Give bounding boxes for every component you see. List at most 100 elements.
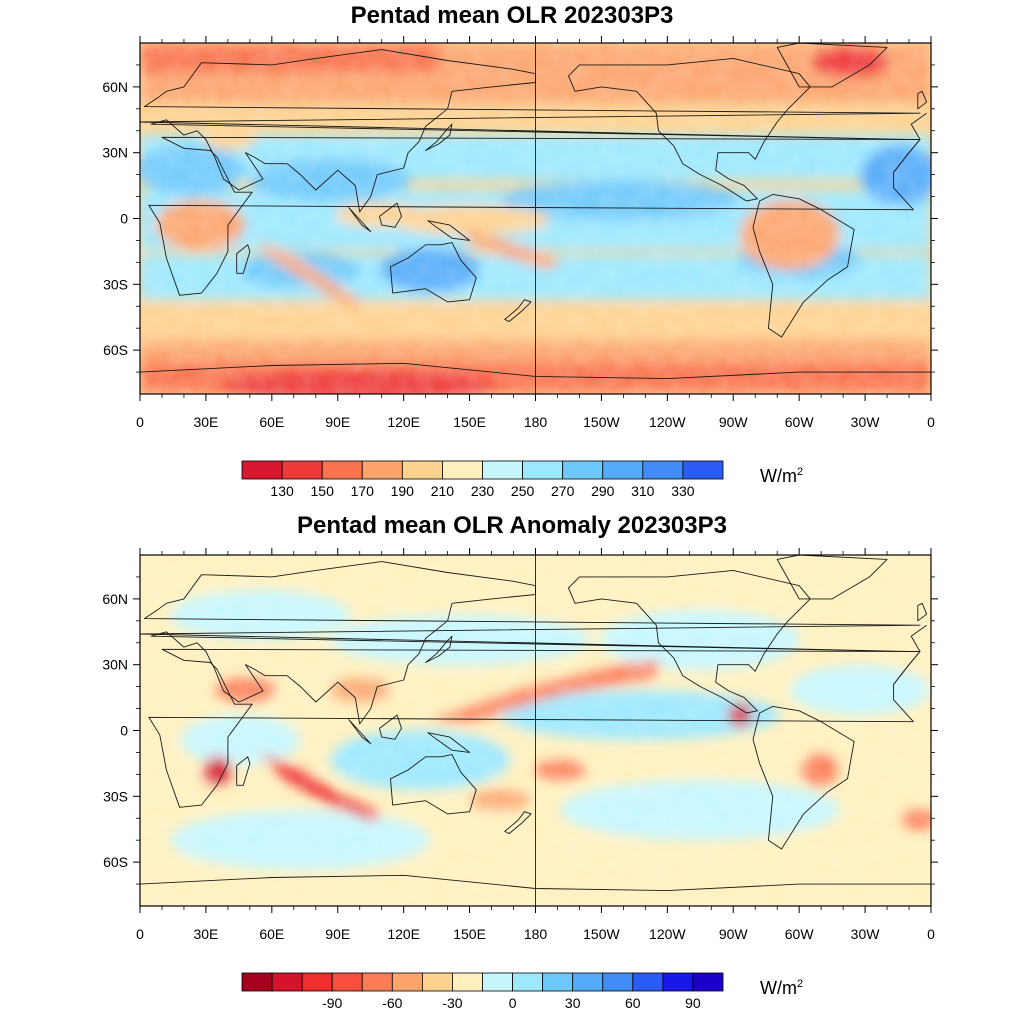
- colorbar-label: -30: [442, 995, 462, 1011]
- colorbar-swatch: [401, 460, 443, 480]
- anomaly-colorbar-unit: W/m2: [760, 978, 804, 998]
- lon-label: 90W: [719, 926, 749, 942]
- colorbar-swatch: [442, 460, 483, 480]
- colorbar-swatch: [281, 460, 323, 480]
- colorbar-swatch: [241, 460, 283, 480]
- coastline-11: [379, 202, 402, 228]
- lon-label: 90E: [325, 926, 350, 942]
- lat-label: 60N: [102, 591, 128, 607]
- coastline-8: [236, 756, 251, 786]
- colorbar-swatch: [602, 972, 634, 992]
- lon-label: 0: [136, 926, 144, 942]
- colorbar-swatch: [632, 972, 664, 992]
- coastline-1: [140, 561, 921, 725]
- lon-label: 120E: [387, 926, 420, 942]
- lon-label: 180: [524, 414, 548, 430]
- coastline-west-africa-wrap: [893, 624, 927, 685]
- colorbar-label: 210: [431, 483, 455, 499]
- colorbar-swatch: [271, 972, 303, 992]
- lon-label: 150E: [453, 414, 486, 430]
- lat-label: 60S: [103, 342, 128, 358]
- coastline-3: [568, 57, 811, 202]
- colorbar-label: 330: [671, 483, 695, 499]
- lon-label: 90E: [325, 414, 350, 430]
- colorbar-swatch: [602, 460, 644, 480]
- colorbar-swatch: [301, 972, 333, 992]
- lon-label: 120W: [649, 926, 686, 942]
- colorbar-swatch: [331, 972, 363, 992]
- lon-label: 0: [927, 926, 935, 942]
- lon-label: 30W: [851, 926, 881, 942]
- lat-label: 30N: [102, 657, 128, 673]
- lon-label: 30W: [851, 414, 881, 430]
- colorbar-swatch: [572, 972, 604, 992]
- lon-label: 30E: [193, 926, 218, 942]
- coastline-9: [504, 811, 532, 835]
- lon-label: 60E: [259, 926, 284, 942]
- lon-label: 120E: [387, 414, 420, 430]
- colorbar-label: -60: [382, 995, 402, 1011]
- lat-label: 0: [120, 211, 128, 227]
- colorbar-label: 30: [565, 995, 581, 1011]
- lat-label: 30S: [103, 276, 128, 292]
- lon-label: 60W: [785, 926, 815, 942]
- colorbar-swatch: [662, 972, 694, 992]
- olr-anomaly-map-title: Pentad mean OLR Anomaly 202303P3: [297, 512, 727, 539]
- colorbar-swatch: [642, 460, 684, 480]
- colorbar-swatch: [452, 972, 483, 992]
- lon-label: 120W: [649, 414, 686, 430]
- lon-label: 0: [927, 414, 935, 430]
- coastline-12: [427, 220, 471, 241]
- colorbar-label: 310: [631, 483, 655, 499]
- coastline-13: [917, 602, 928, 622]
- colorbar-label: 90: [685, 995, 701, 1011]
- colorbar-label: 0: [509, 995, 517, 1011]
- coastline-3: [568, 569, 811, 714]
- coastline-8: [236, 244, 251, 274]
- lon-label: 30E: [193, 414, 218, 430]
- lat-label: 0: [120, 723, 128, 739]
- colorbar-label: 230: [471, 483, 495, 499]
- coastline-4: [752, 705, 855, 850]
- lon-label: 180: [524, 926, 548, 942]
- colorbar-label: 190: [391, 483, 415, 499]
- colorbar-swatch: [482, 972, 513, 992]
- colorbar-label: 270: [551, 483, 575, 499]
- lon-label: 150E: [453, 926, 486, 942]
- colorbar-swatch: [241, 972, 273, 992]
- lon-label: 0: [136, 414, 144, 430]
- colorbar-swatch: [421, 972, 453, 992]
- lon-label: 90W: [719, 414, 749, 430]
- lon-label: 60W: [785, 414, 815, 430]
- lon-label: 150W: [583, 414, 620, 430]
- colorbar-swatch: [522, 460, 564, 480]
- colorbar-swatch: [682, 460, 724, 480]
- coastline-9: [504, 299, 532, 323]
- coastline-0: [148, 648, 921, 808]
- colorbar-label: 250: [511, 483, 535, 499]
- coastline-7: [425, 123, 453, 151]
- coastline-2: [390, 754, 477, 815]
- coastline-13: [917, 90, 928, 110]
- colorbar-swatch: [361, 972, 393, 992]
- coastline-west-africa-wrap: [893, 112, 927, 173]
- olr-map-title: Pentad mean OLR 202303P3: [350, 2, 674, 29]
- colorbar-swatch: [562, 460, 604, 480]
- lat-label: 60N: [102, 79, 128, 95]
- colorbar-swatch: [482, 460, 523, 480]
- colorbar-swatch: [512, 972, 544, 992]
- lat-label: 30N: [102, 145, 128, 161]
- colorbar-swatch: [321, 460, 363, 480]
- coastline-11: [379, 714, 402, 740]
- coastline-0: [148, 136, 921, 296]
- coastline-1: [140, 49, 921, 213]
- lat-label: 30S: [103, 788, 128, 804]
- coastline-7: [425, 635, 453, 663]
- colorbar-label: -90: [322, 995, 342, 1011]
- colorbar-swatch: [692, 972, 724, 992]
- colorbar-swatch: [361, 460, 403, 480]
- colorbar-label: 150: [311, 483, 335, 499]
- lon-label: 60E: [259, 414, 284, 430]
- olr-map-field: [140, 43, 931, 394]
